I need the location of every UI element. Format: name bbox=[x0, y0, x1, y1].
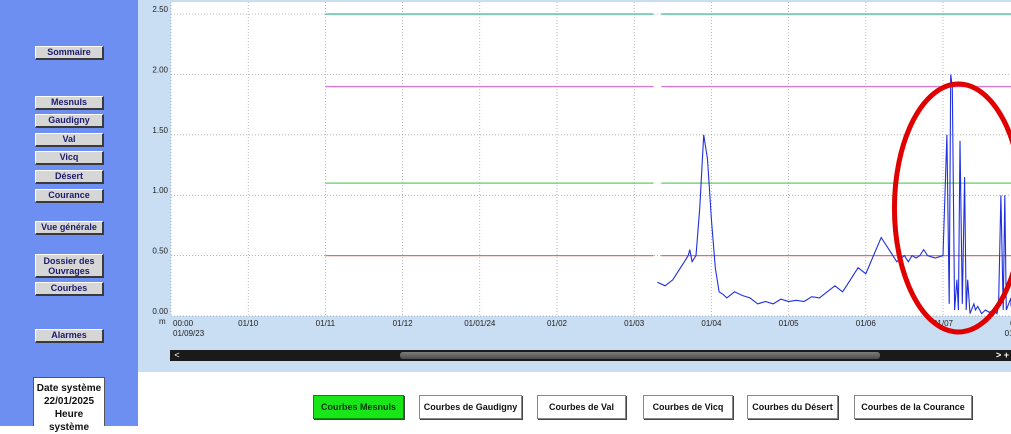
y-tick-label: 1.00 bbox=[152, 186, 168, 195]
y-tick-label: 1.50 bbox=[152, 126, 168, 135]
y-tick-label: 0.00 bbox=[152, 307, 168, 316]
scroll-right-zoom-icon[interactable]: > + bbox=[995, 350, 1009, 360]
y-unit-label: m bbox=[159, 317, 166, 326]
courance-button[interactable]: Courance bbox=[35, 189, 104, 203]
chart-scrollbar[interactable]: < > + bbox=[170, 350, 1011, 361]
x-tick-sublabel: 01/09/23 bbox=[173, 329, 205, 338]
courbes-mesnuls-button[interactable]: Courbes Mesnuls bbox=[313, 395, 404, 419]
x-tick-label: 01/10 bbox=[238, 319, 259, 328]
gaudigny-button[interactable]: Gaudigny bbox=[35, 114, 104, 128]
x-tick-label: 01/06 bbox=[856, 319, 877, 328]
mesnuls-button[interactable]: Mesnuls bbox=[35, 96, 104, 110]
chart-panel: 0.00 0.50 1.00 1.50 2.00 2.50 m 00:00 01/09/23 01… bbox=[138, 0, 1011, 372]
courbes-gaudigny-button[interactable]: Courbes de Gaudigny bbox=[419, 395, 522, 419]
y-tick-label: 2.00 bbox=[152, 65, 168, 74]
plot-area bbox=[171, 2, 1011, 316]
y-tick-label: 2.50 bbox=[152, 5, 168, 14]
courbes-desert-button[interactable]: Courbes du Désert bbox=[747, 395, 838, 419]
system-date-value: 22/01/2025 bbox=[43, 396, 95, 407]
vue-generale-button[interactable]: Vue générale bbox=[35, 221, 104, 235]
y-tick-label: 0.50 bbox=[152, 247, 168, 256]
scroll-left-arrow-icon[interactable]: < bbox=[174, 350, 180, 360]
courbes-button[interactable]: Courbes bbox=[35, 282, 104, 296]
system-date-label: Date système bbox=[36, 383, 102, 394]
x-tick-label: 01/03 bbox=[624, 319, 645, 328]
vicq-button[interactable]: Vicq bbox=[35, 151, 104, 165]
sommaire-button[interactable]: Sommaire bbox=[35, 46, 104, 60]
dossier-ouvrages-button[interactable]: Dossier des Ouvrages bbox=[35, 254, 104, 278]
system-datetime-panel: Date système 22/01/2025 Heure système bbox=[33, 377, 105, 433]
alarmes-button[interactable]: Alarmes bbox=[35, 329, 104, 343]
courbes-courance-button[interactable]: Courbes de la Courance bbox=[854, 395, 972, 419]
x-tick-label: 01/07 bbox=[933, 319, 954, 328]
x-tick-label: 01/04 bbox=[701, 319, 722, 328]
desert-button[interactable]: Désert bbox=[35, 170, 104, 184]
x-tick-label: 01/12 bbox=[393, 319, 414, 328]
x-tick-label: 00:00 bbox=[173, 319, 194, 328]
scroll-thumb[interactable] bbox=[400, 352, 880, 359]
x-tick-label: 01/01/24 bbox=[464, 319, 496, 328]
sidebar-nav: Sommaire Mesnuls Gaudigny Val Vicq Déser… bbox=[0, 0, 138, 433]
courbes-val-button[interactable]: Courbes de Val bbox=[537, 395, 626, 419]
highlight-ellipse bbox=[891, 81, 1011, 335]
x-tick-label: 01/11 bbox=[316, 319, 336, 328]
x-tick-label: 01/05 bbox=[779, 319, 800, 328]
x-tick-label: 01/02 bbox=[547, 319, 568, 328]
x-tick-sublabel: 01/08/24 bbox=[1005, 329, 1011, 338]
val-button[interactable]: Val bbox=[35, 133, 104, 147]
courbes-vicq-button[interactable]: Courbes de Vicq bbox=[643, 395, 733, 419]
system-time-label: Heure système bbox=[48, 409, 90, 433]
